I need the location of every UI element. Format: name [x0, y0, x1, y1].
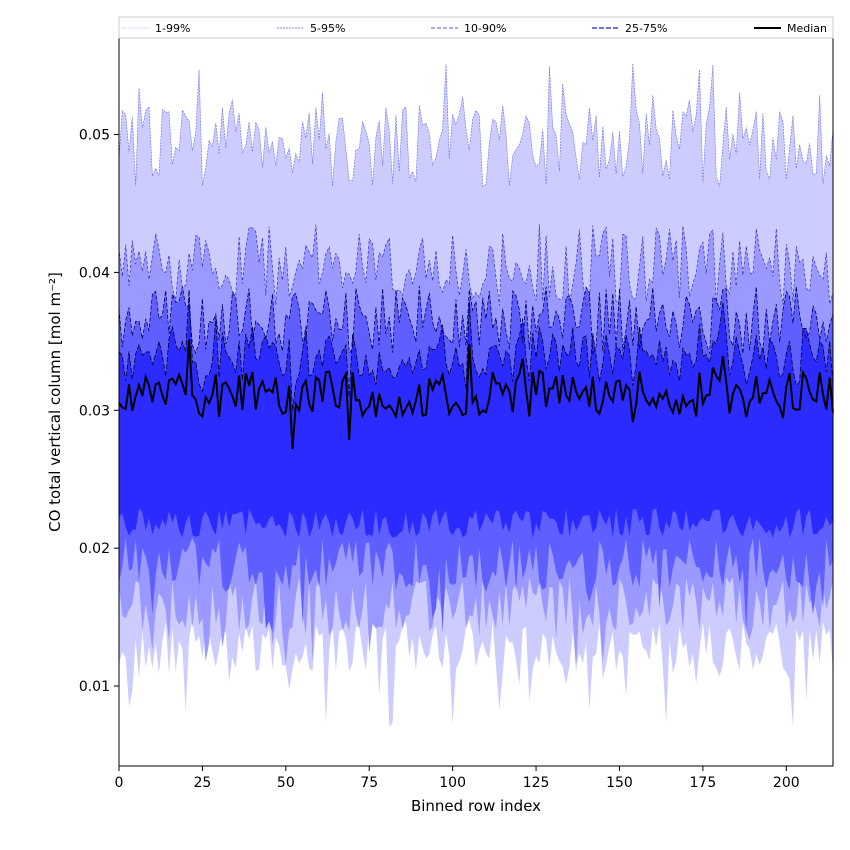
y-tick-label: 0.04: [79, 265, 110, 281]
x-tick-label: 125: [523, 775, 550, 791]
band-5-95-upper-edge: [118, 224, 834, 308]
x-tick-label: 150: [606, 775, 633, 791]
median-layer: [118, 339, 834, 450]
median-line: [118, 339, 834, 450]
y-axis-label: CO total vertical column [mol m⁻²]: [46, 272, 64, 532]
x-tick-label: 50: [277, 775, 295, 791]
x-tick-label: 100: [439, 775, 466, 791]
x-axis-label: Binned row index: [411, 797, 541, 815]
legend-label: 5-95%: [310, 22, 345, 35]
x-tick-label: 175: [690, 775, 717, 791]
legend: 1-99% 5-95% 10-90% 25-75% Median: [118, 16, 834, 39]
band-25-75-upper-edge: [118, 289, 834, 411]
y-tick-label: 0.03: [79, 403, 110, 419]
band-10-90-upper-edge: [118, 286, 834, 356]
band-25-75: [119, 289, 833, 538]
x-tick-label: 75: [360, 775, 378, 791]
percentile-bands: [118, 63, 834, 727]
legend-label: Median: [787, 22, 827, 35]
legend-label: 25-75%: [625, 22, 667, 35]
x-tick-label: 200: [773, 775, 800, 791]
y-tick-label: 0.01: [79, 679, 110, 695]
y-tick-label: 0.05: [79, 128, 110, 144]
x-tick-label: 25: [193, 775, 211, 791]
y-tick-label: 0.02: [79, 541, 110, 557]
x-tick-label: 0: [115, 775, 124, 791]
x-axis-ticks: 0 25 50 75 100 125 150 175 200: [115, 766, 800, 791]
legend-label: 1-99%: [155, 22, 190, 35]
band-1-99-upper-edge: [118, 63, 834, 187]
legend-label: 10-90%: [464, 22, 506, 35]
legend-box: [118, 16, 834, 39]
y-axis-ticks: 0.01 0.02 0.03 0.04 0.05: [79, 128, 119, 695]
